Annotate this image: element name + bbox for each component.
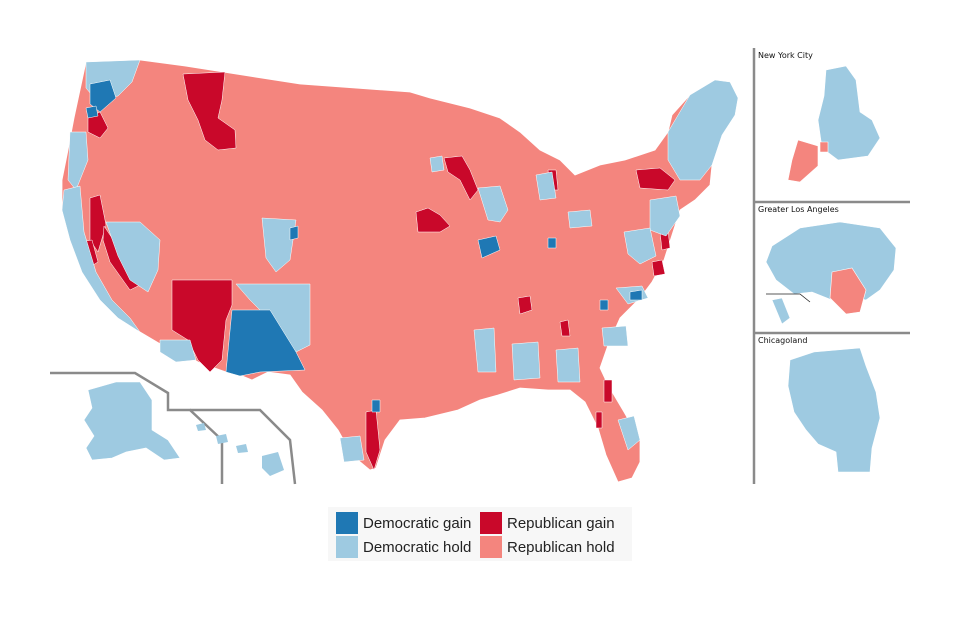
district-dg-indiana: [547, 237, 557, 249]
la-channel-islands: [771, 297, 791, 325]
district-dh-northeast-corridor: [649, 195, 681, 237]
legend-item-democratic-gain: Democratic gain: [336, 512, 471, 534]
noncontiguous-states: [50, 371, 297, 485]
nyc-staten-island-gain: [819, 141, 829, 153]
inset-title-nyc: New York City: [758, 51, 813, 60]
legend-swatch: [336, 536, 358, 558]
district-rg-tennessee: [517, 295, 533, 315]
district-dh-texas-valley: [339, 435, 365, 463]
inset-title-chicago: Chicagoland: [758, 336, 808, 345]
district-rg-arizona: [171, 279, 233, 373]
district-rg-iowa: [415, 207, 451, 233]
inset-frames: [752, 48, 910, 484]
la-orange-county: [829, 267, 867, 315]
legend-swatch: [480, 512, 502, 534]
district-dh-mississippi-delta: [473, 327, 497, 373]
legend-label: Republican gain: [507, 514, 615, 532]
legend-swatch: [336, 512, 358, 534]
legend-label: Democratic hold: [363, 538, 472, 556]
inset-title-la: Greater Los Angeles: [758, 205, 839, 214]
la-coast-line: [766, 293, 811, 303]
district-dh-south-florida: [617, 415, 641, 451]
nyc-inset-map: [787, 65, 881, 183]
legend-item-democratic-hold: Democratic hold: [336, 536, 471, 558]
district-dh-michigan: [535, 171, 557, 201]
district-rg-virginia: [651, 259, 666, 277]
district-dh-colorado: [261, 217, 297, 273]
district-dh-mid-atlantic: [623, 227, 657, 265]
district-dh-georgia: [555, 347, 581, 383]
legend-label: Democratic gain: [363, 514, 472, 532]
district-dg-north-carolina: [629, 289, 643, 301]
contiguous-us: [61, 59, 739, 483]
district-dg-new-mexico: [225, 309, 306, 377]
la-inset-map: [765, 221, 897, 325]
district-rg-idaho: [182, 71, 237, 151]
district-dh-california-coast: [61, 185, 141, 333]
district-dh-new-england: [667, 79, 739, 181]
legend-swatch: [480, 536, 502, 558]
hawaii-island-2: [216, 434, 228, 444]
democratic-gain-districts: [85, 79, 643, 413]
nyc-staten-island: [787, 139, 819, 183]
district-dg-tennessee: [599, 299, 609, 311]
district-dh-southern-arizona: [159, 339, 197, 363]
district-dg-texas-south: [371, 399, 381, 413]
district-dh-pacific-coast: [67, 131, 89, 191]
la-basin: [765, 221, 897, 301]
hawaii-island-1: [196, 423, 206, 431]
us-mainland-shape: [61, 59, 739, 483]
legend-label: Republican hold: [507, 538, 615, 556]
nyc-bronx-manhattan-queens: [817, 65, 881, 161]
district-rg-new-york: [635, 167, 676, 191]
district-rg-oregon: [87, 111, 109, 139]
chicago-metro: [787, 347, 881, 473]
legend-item-republican-hold: Republican hold: [480, 536, 615, 558]
district-rg-florida-northeast: [603, 379, 613, 403]
district-rg-georgia: [559, 319, 571, 337]
legend-item-republican-gain: Republican gain: [480, 512, 615, 534]
district-rg-florida-west: [595, 411, 603, 429]
district-dh-alabama: [511, 341, 541, 381]
district-dh-nevada: [105, 221, 161, 293]
district-rg-wisconsin: [443, 155, 479, 201]
district-dh-illinois: [477, 185, 509, 223]
district-dg-iowa-east: [477, 235, 501, 259]
alaska-shape: [83, 381, 181, 461]
district-dg-washington: [89, 79, 117, 113]
district-dh-ohio: [567, 209, 593, 229]
map-legend: Democratic gain Republican gain Democrat…: [328, 507, 632, 561]
hawaii-island-3: [236, 444, 248, 453]
inset-divider-hawaii: [190, 408, 297, 485]
district-dh-minneapolis: [429, 155, 445, 173]
district-dh-south-carolina: [601, 325, 629, 347]
district-dg-colorado-east: [289, 225, 299, 241]
chicago-inset-map: [787, 347, 881, 473]
district-rg-california-north: [89, 194, 107, 253]
hawaii-island-4: [262, 452, 284, 476]
district-dg-oregon-coast: [85, 105, 99, 119]
